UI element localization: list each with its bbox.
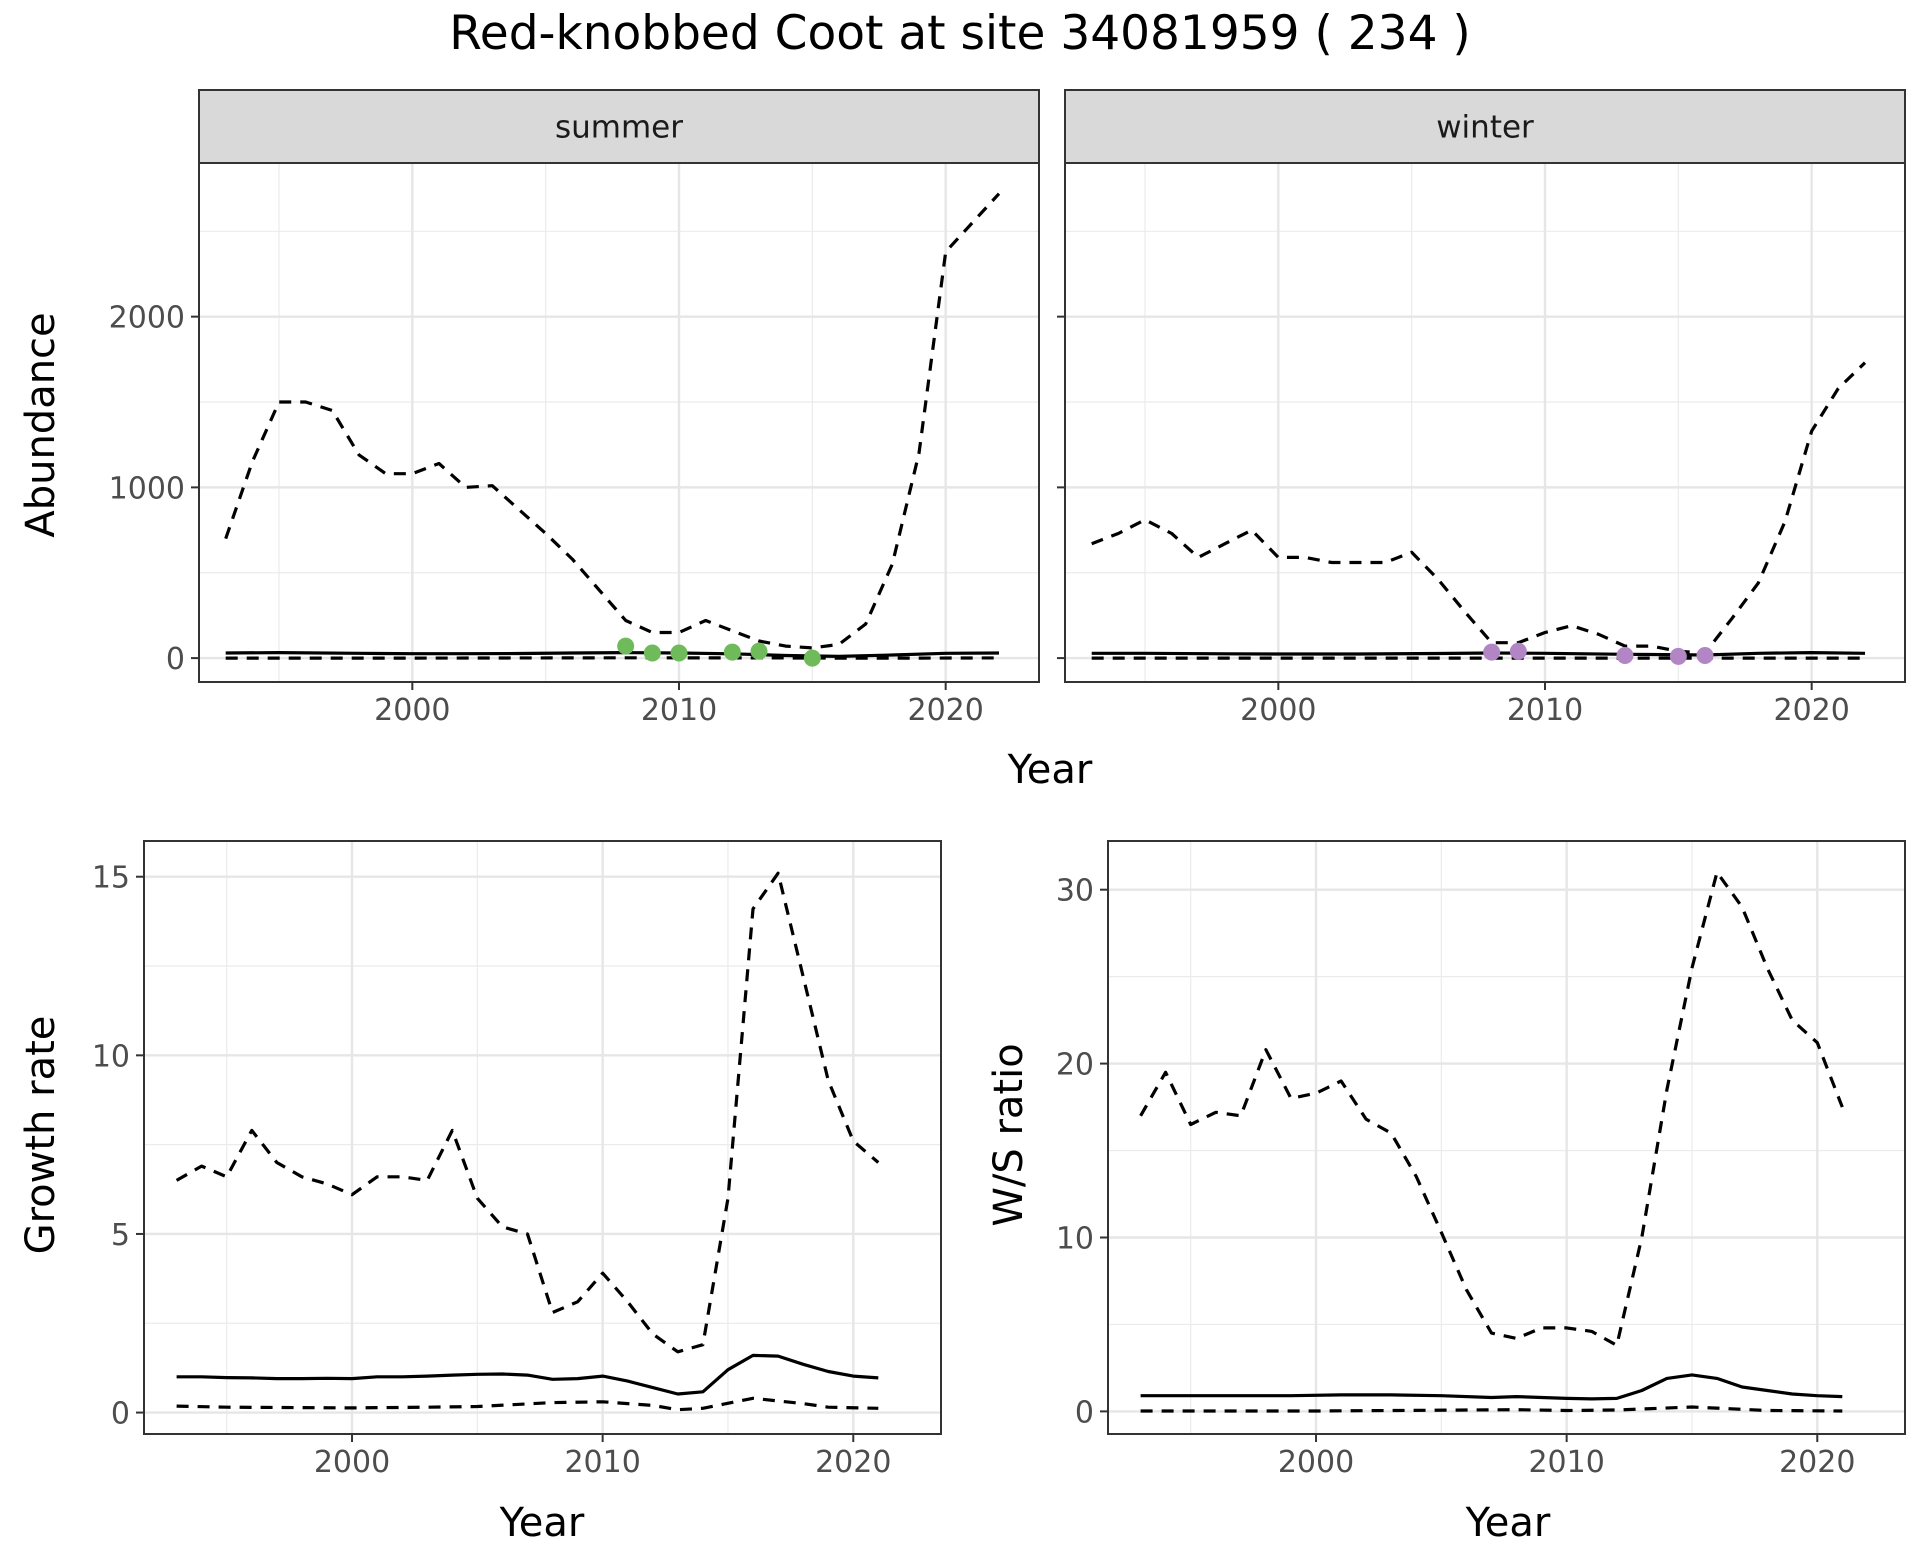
abundance-x-axis-title: Year xyxy=(1007,747,1093,793)
series-line-mean xyxy=(1140,1373,1843,1401)
plot-background xyxy=(144,841,941,1434)
x-tick-label: 2010 xyxy=(1507,693,1583,728)
panel-ws_ratio: 2000 2010 2020 0 10 20 30 xyxy=(1056,840,1906,1480)
x-tick-label: 2010 xyxy=(1528,1445,1604,1480)
ws-x-axis-title: Year xyxy=(1465,1500,1551,1546)
series-line-upper xyxy=(224,192,1001,650)
data-point xyxy=(617,637,635,655)
panel-summer: 2000 2010 2020 0 1000 2000 summer xyxy=(109,89,1040,728)
x-tick-label: 2020 xyxy=(907,693,983,728)
x-tick-label: 2010 xyxy=(641,693,717,728)
y-tick-label: 5 xyxy=(111,1218,130,1253)
data-point xyxy=(1483,643,1501,661)
series-line-mean xyxy=(1091,651,1866,657)
series-line-mean xyxy=(176,1353,879,1396)
x-tick-label: 2000 xyxy=(1240,693,1316,728)
y-tick-label: 0 xyxy=(1075,1395,1094,1430)
y-tick-label: 10 xyxy=(92,1039,130,1074)
x-tick-label: 2000 xyxy=(1278,1445,1354,1480)
series-line-lower xyxy=(1140,1405,1843,1413)
x-tick-label: 2000 xyxy=(374,693,450,728)
panel-border xyxy=(1107,840,1906,1435)
chart-title: Red-knobbed Coot at site 34081959 ( 234 … xyxy=(449,6,1471,61)
growth-x-axis-title: Year xyxy=(499,1500,585,1546)
data-point xyxy=(803,649,821,667)
plot-background xyxy=(1065,163,1905,682)
x-tick-label: 2020 xyxy=(815,1445,891,1480)
plot-background xyxy=(199,163,1039,682)
facet-strip-label: summer xyxy=(555,110,683,146)
facet-strip-label: winter xyxy=(1436,110,1534,146)
y-tick-label: 10 xyxy=(1056,1221,1094,1256)
x-tick-label: 2020 xyxy=(1773,693,1849,728)
series-line-upper xyxy=(1139,870,1844,1347)
series-line-lower xyxy=(176,1396,879,1412)
y-tick-label: 20 xyxy=(1056,1048,1094,1083)
y-tick-label: 15 xyxy=(92,861,130,896)
data-point xyxy=(1509,642,1527,660)
data-point xyxy=(723,643,741,661)
data-point xyxy=(750,642,768,660)
panel-growth: 2000 2010 2020 0 5 10 15 xyxy=(92,840,942,1480)
x-tick-label: 2020 xyxy=(1779,1445,1855,1480)
growth-rate-axis-title: Growth rate xyxy=(18,1016,64,1255)
data-point xyxy=(670,644,688,662)
abundance-axis-title: Abundance xyxy=(18,312,64,537)
y-tick-label: 1000 xyxy=(109,471,185,506)
y-tick-label: 0 xyxy=(111,1397,130,1432)
x-tick-label: 2000 xyxy=(314,1445,390,1480)
panel-border xyxy=(143,840,942,1435)
ws-ratio-axis-title: W/S ratio xyxy=(986,1043,1032,1226)
plot-background xyxy=(1108,841,1905,1434)
y-tick-label: 30 xyxy=(1056,874,1094,909)
data-point xyxy=(1696,647,1714,665)
panel-winter: 2000 2010 2020 winter xyxy=(1057,89,1906,728)
x-tick-label: 2010 xyxy=(564,1445,640,1480)
y-tick-label: 0 xyxy=(166,642,185,677)
series-line-upper xyxy=(175,871,880,1354)
facet-strip xyxy=(1064,89,1906,164)
facet-strip xyxy=(198,89,1040,164)
data-point xyxy=(1616,647,1634,665)
data-point xyxy=(643,644,661,662)
y-tick-label: 2000 xyxy=(109,301,185,336)
series-line-upper xyxy=(1091,361,1867,655)
data-point xyxy=(1669,647,1687,665)
